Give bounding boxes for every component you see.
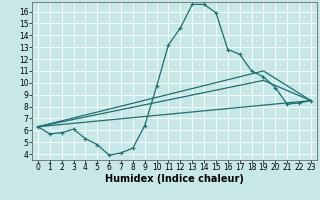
X-axis label: Humidex (Indice chaleur): Humidex (Indice chaleur) (105, 174, 244, 184)
